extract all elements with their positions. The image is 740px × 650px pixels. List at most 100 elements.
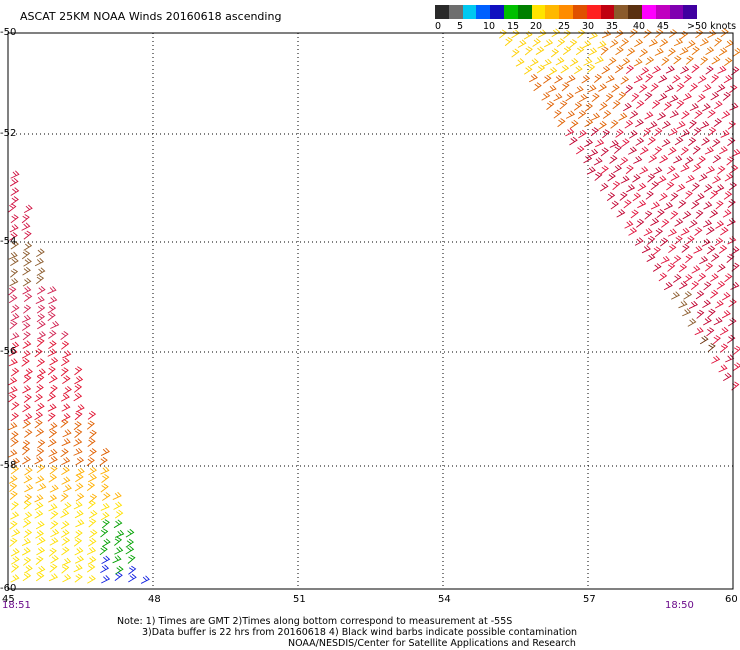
wind-barb — [602, 109, 612, 119]
wind-barb — [691, 64, 700, 74]
wind-barb — [48, 296, 58, 305]
wind-barb — [707, 308, 716, 318]
wind-barb — [114, 509, 124, 519]
wind-barb — [577, 110, 587, 120]
wind-barb — [73, 537, 83, 547]
wind-barb — [695, 29, 704, 39]
colorbar-segment — [503, 5, 518, 19]
wind-barb — [623, 199, 632, 209]
wind-barb — [653, 166, 663, 175]
wind-barb — [654, 127, 663, 137]
wind-barb — [708, 127, 717, 137]
wind-barb — [10, 332, 20, 341]
wind-barb — [694, 227, 703, 237]
wind-barb — [717, 65, 727, 74]
wind-barb — [61, 412, 71, 422]
wind-barb — [634, 38, 644, 48]
wind-barb — [543, 74, 552, 84]
wind-barb — [639, 146, 649, 155]
wind-barb — [99, 546, 108, 556]
wind-barb — [74, 547, 84, 556]
wind-barb — [60, 529, 70, 538]
wind-barb — [705, 46, 715, 55]
wind-barb — [614, 64, 624, 74]
wind-barb — [61, 557, 72, 566]
wind-barb — [75, 492, 85, 502]
wind-speed-colorbar — [435, 5, 698, 19]
wind-barb — [10, 341, 20, 350]
wind-barb — [658, 74, 668, 83]
wind-barb — [714, 37, 723, 47]
wind-barb — [61, 438, 71, 447]
wind-barb — [584, 118, 594, 128]
wind-barb — [586, 166, 596, 175]
wind-barb — [623, 102, 632, 112]
wind-barb — [678, 281, 688, 290]
wind-barb — [48, 455, 58, 465]
wind-barb — [696, 309, 705, 319]
wind-barb — [704, 262, 714, 272]
wind-barb — [645, 190, 654, 200]
wind-barb — [646, 253, 656, 262]
wind-barb — [706, 327, 715, 337]
colorbar-label: 5 — [457, 21, 464, 32]
wind-barb — [680, 128, 690, 138]
wind-barb — [48, 547, 57, 557]
wind-barb — [707, 29, 717, 39]
wind-barb — [34, 393, 43, 403]
wind-barb — [60, 393, 70, 402]
wind-barb — [504, 37, 513, 47]
wind-barb — [61, 340, 70, 350]
wind-barb — [47, 304, 57, 314]
wind-barb — [10, 187, 20, 196]
wind-barb — [100, 466, 110, 475]
wind-barb — [22, 331, 31, 341]
wind-barb — [658, 92, 668, 102]
wind-barb — [597, 40, 607, 49]
wind-barb — [674, 136, 684, 146]
wind-barb — [547, 84, 557, 93]
wind-barb — [577, 29, 586, 39]
wind-barb — [21, 314, 31, 323]
wind-barb — [560, 64, 570, 74]
wind-barb — [554, 75, 563, 84]
wind-barb — [62, 429, 72, 438]
wind-barb — [691, 200, 700, 210]
wind-barb — [523, 65, 533, 75]
wind-barb — [598, 121, 607, 130]
wind-barb — [657, 112, 667, 121]
wind-barb — [35, 384, 44, 394]
wind-barb — [22, 286, 32, 295]
wind-barb — [647, 235, 656, 245]
wind-barb — [688, 137, 697, 147]
wind-barb — [10, 367, 20, 377]
wind-barb — [670, 172, 680, 181]
wind-barb — [113, 519, 123, 529]
wind-barb — [710, 273, 719, 282]
wind-barb — [668, 127, 678, 136]
wind-barb — [694, 327, 704, 336]
wind-barb — [100, 447, 110, 456]
wind-barb — [21, 322, 31, 331]
wind-barb — [727, 120, 737, 130]
wind-barb — [47, 412, 56, 422]
wind-barb — [88, 448, 97, 457]
wind-barb — [49, 465, 58, 475]
wind-barb — [688, 219, 698, 229]
wind-barb — [717, 165, 726, 175]
wind-barb — [733, 345, 740, 355]
wind-barb — [10, 257, 19, 267]
wind-barb — [37, 331, 47, 340]
wind-barb — [647, 136, 656, 146]
wind-barb — [115, 565, 124, 575]
wind-barb — [721, 309, 731, 319]
wind-barb — [34, 419, 43, 429]
wind-barb — [10, 548, 20, 557]
wind-barb — [589, 148, 599, 157]
wind-barb — [669, 94, 679, 103]
wind-barb — [676, 183, 686, 192]
wind-barb — [48, 494, 58, 503]
wind-barb — [553, 93, 563, 102]
wind-barb — [8, 376, 18, 386]
wind-barb — [680, 146, 689, 156]
